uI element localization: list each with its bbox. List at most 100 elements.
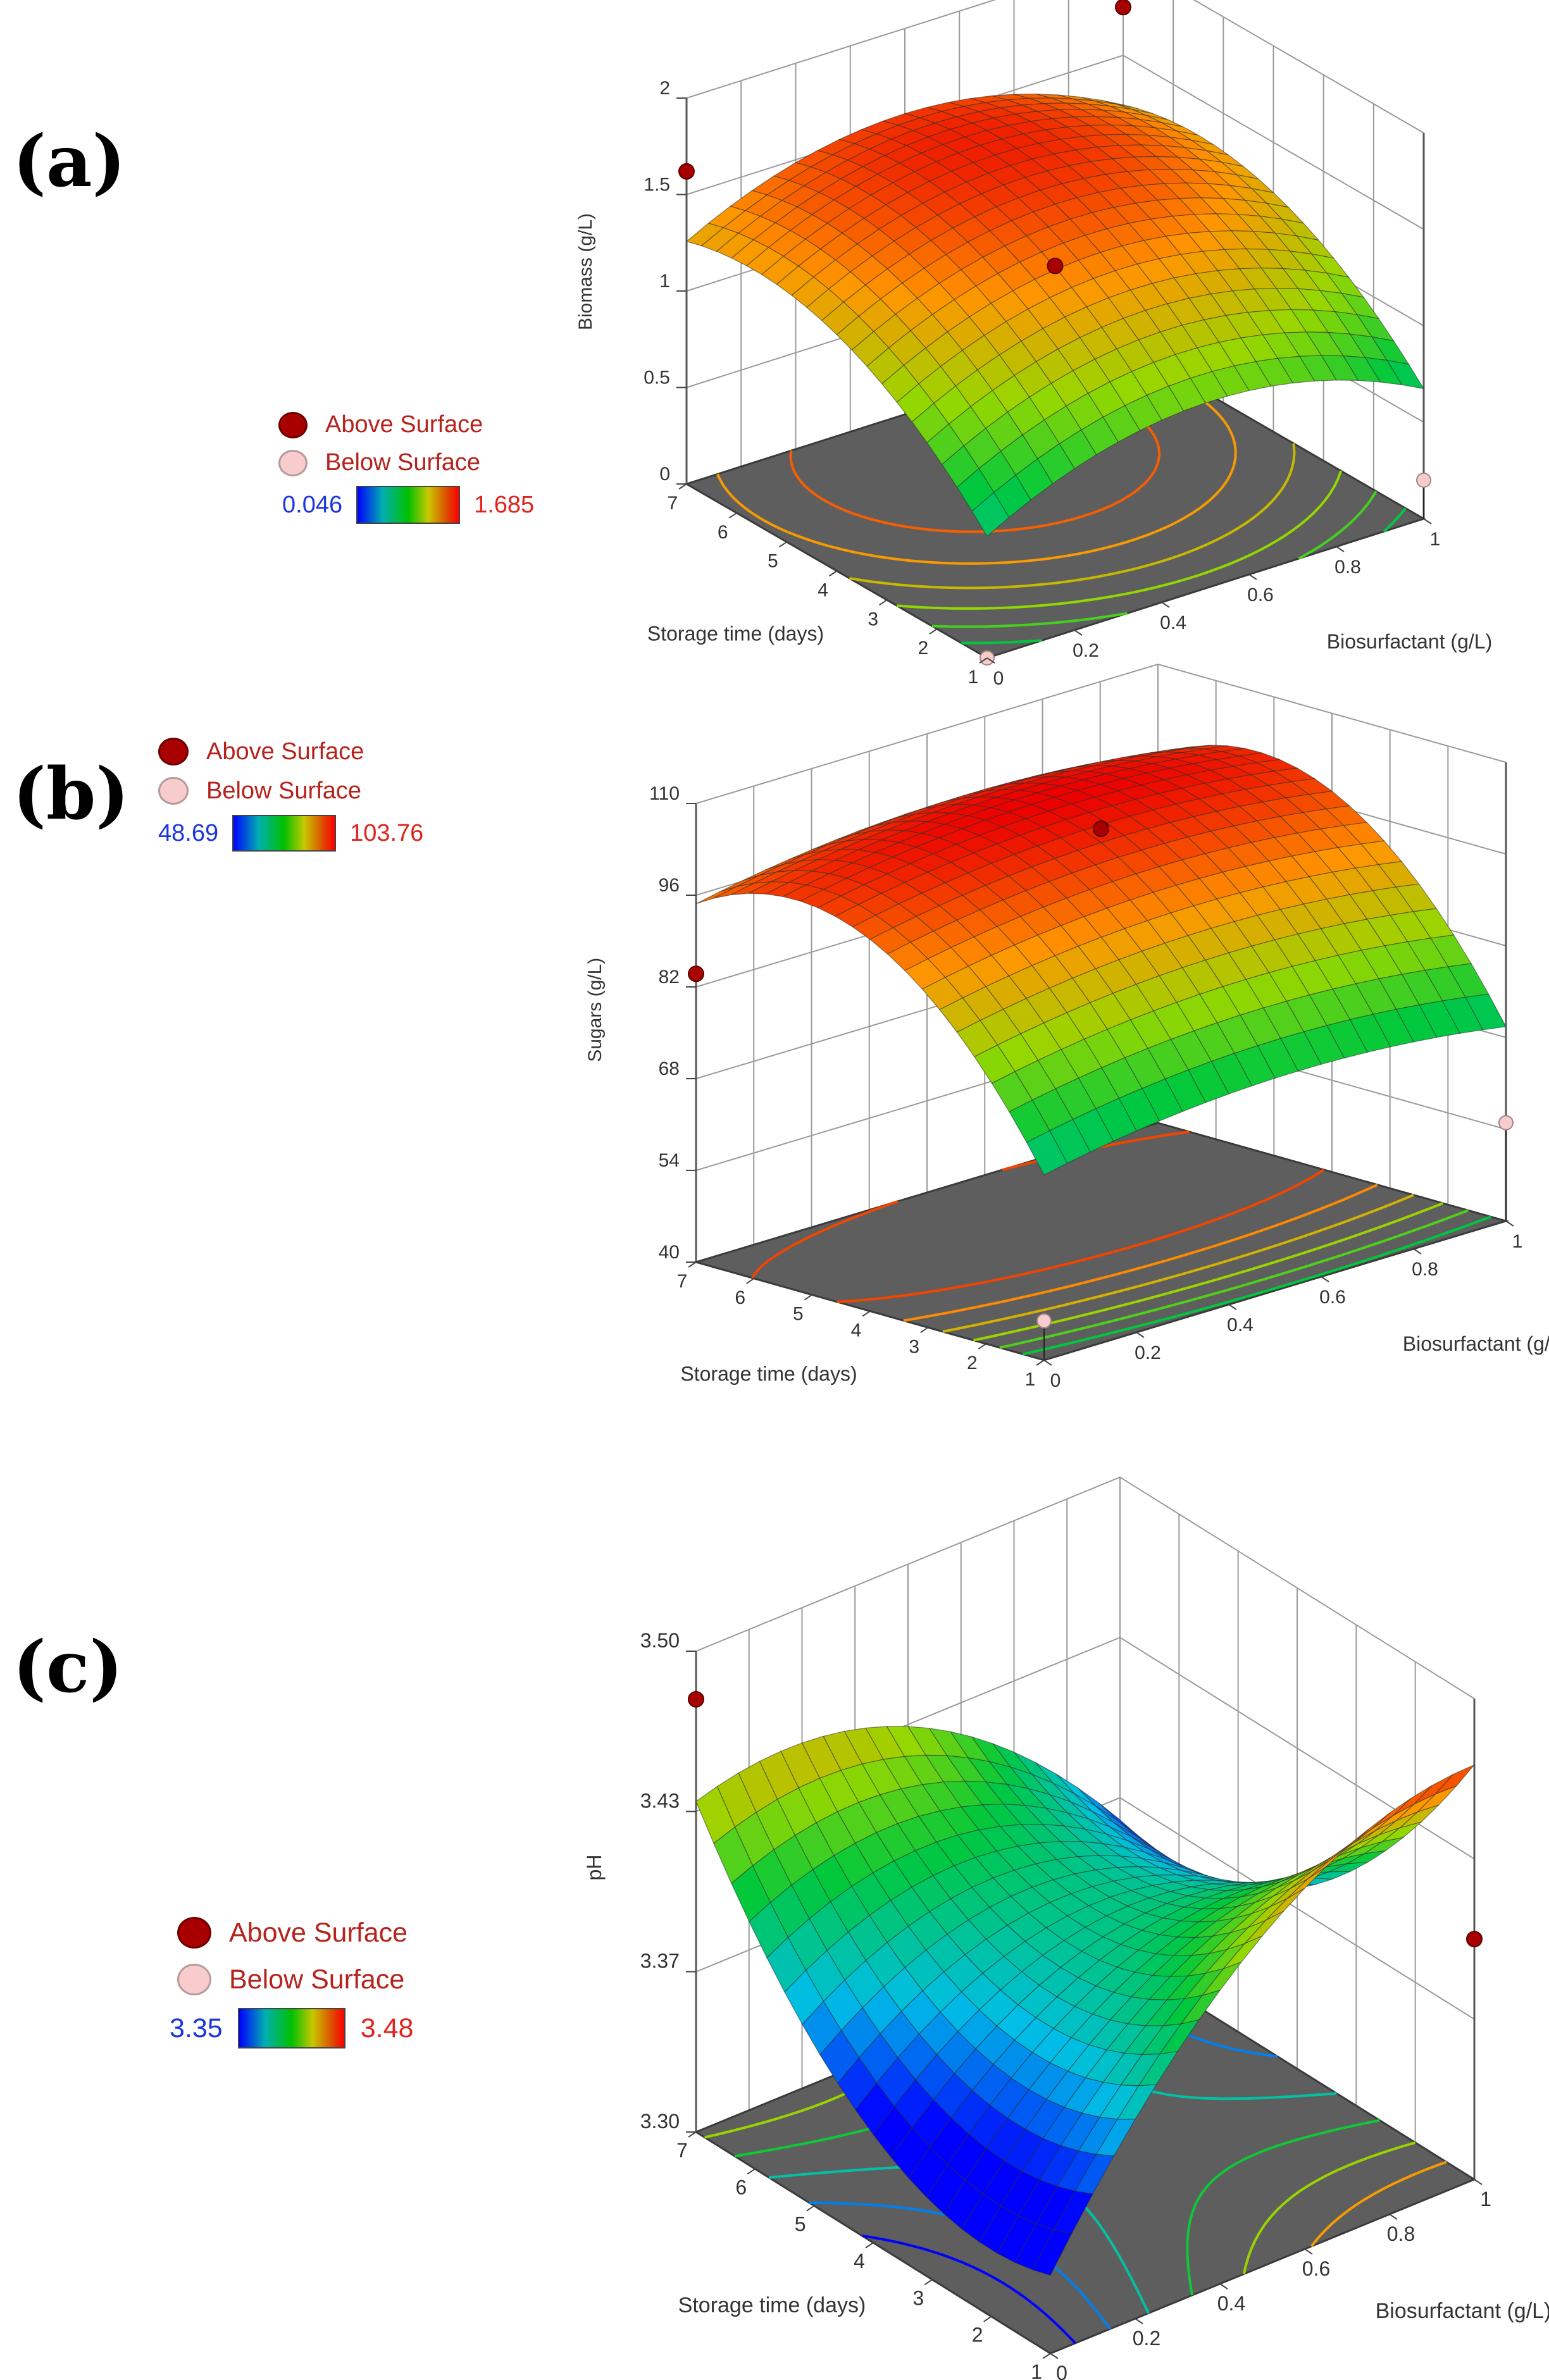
surface-cell [1032, 2229, 1073, 2276]
z-tick-label: 96 [659, 875, 680, 896]
y-tick-label: 2 [967, 1353, 978, 1373]
x-tick-label: 0.2 [1135, 1342, 1161, 1363]
grid-line [695, 663, 1507, 804]
legend-below-a: Below Surface [278, 449, 480, 476]
x-tick-mark [1135, 2318, 1143, 2324]
x-tick-label: 0 [1056, 2362, 1067, 2380]
y-tick-label: 1 [1025, 1369, 1036, 1390]
y-axis-title: Storage time (days) [680, 1363, 857, 1385]
z-axis-title: pH [583, 1855, 606, 1881]
surface-cell [1026, 1130, 1068, 1175]
axes: 0 0.5 1 1.5 2 0 0.2 0.4 0.6 0.8 1 1 2 3 4 5 6 7 Biosurfact… [575, 78, 1492, 689]
y-tick-label: 5 [795, 2213, 806, 2236]
contour-line [999, 1209, 1469, 1349]
design-point-above [678, 163, 695, 180]
design-points-above [678, 0, 1131, 275]
y-tick-mark [747, 2168, 756, 2175]
below-surface-dot-icon [278, 449, 308, 476]
x-tick-label: 1 [1512, 1231, 1523, 1252]
panel-b: (b) Above Surface Below Surface 48.69 10… [0, 663, 1549, 1493]
panel-c: (c) Above Surface Below Surface 3.35 3.4… [0, 1476, 1549, 2380]
legend-below-b: Below Surface [158, 777, 361, 805]
y-tick-label: 5 [768, 551, 778, 572]
design-point-below [1498, 1115, 1514, 1131]
legend-above-c: Above Surface [177, 1917, 407, 1949]
design-point-above [688, 965, 704, 982]
color-range-c: 3.35 3.48 [170, 2008, 413, 2048]
x-tick-label: 0.6 [1302, 2257, 1330, 2280]
y-tick-label: 6 [735, 1287, 745, 1308]
z-tick-label: 40 [659, 1242, 680, 1263]
x-tick-label: 0.2 [1073, 640, 1099, 661]
response-surface [695, 745, 1507, 1175]
color-range-b: 48.69 103.76 [158, 815, 423, 852]
y-tick-mark [1036, 1360, 1045, 1366]
response-surface [685, 93, 1425, 537]
surface-cell [1435, 1764, 1475, 1795]
color-range-min: 48.69 [158, 819, 219, 846]
contour-line [903, 1183, 1378, 1322]
y-tick-mark [879, 599, 888, 606]
x-tick-label: 0.2 [1133, 2327, 1160, 2350]
z-tick-label: 3.30 [640, 2110, 680, 2133]
x-tick-mark [1474, 2179, 1483, 2185]
y-tick-mark [865, 2242, 874, 2248]
above-surface-dot-icon [177, 1917, 211, 1949]
z-tick-label: 0.5 [644, 368, 670, 388]
legend-below-label: Below Surface [229, 1964, 405, 1995]
z-tick-label: 1.5 [644, 175, 670, 195]
design-point-above [1115, 0, 1131, 16]
surface-plot-ph: 3.30 3.37 3.43 3.50 0 0.2 0.4 0.6 0.8 1 1 2 3 4 5 6 7 Bio… [583, 1476, 1549, 2380]
color-range-a: 0.046 1.685 [282, 486, 534, 524]
y-tick-mark [924, 2279, 933, 2286]
contour-line [931, 490, 1378, 628]
x-tick-mark [1389, 2214, 1398, 2220]
z-tick-label: 82 [659, 967, 680, 988]
below-surface-dot-icon [158, 777, 189, 805]
contour-line [961, 507, 1407, 645]
legend-a: Above Surface Below Surface 0.046 1.685 [278, 411, 569, 525]
y-tick-label: 6 [735, 2176, 747, 2198]
contour-line [862, 2234, 1076, 2345]
x-tick-mark [1321, 1276, 1329, 1282]
x-tick-label: 1 [1480, 2188, 1491, 2210]
x-axis-title: Biosurfactant (g/L) [1327, 630, 1492, 653]
contour-line [942, 1194, 1414, 1333]
legend-below-label: Below Surface [325, 449, 481, 476]
y-tick-label: 3 [912, 2286, 924, 2309]
x-tick-label: 0.8 [1387, 2222, 1415, 2245]
contour-line [1023, 1215, 1491, 1356]
x-tick-label: 0.4 [1160, 612, 1186, 633]
x-tick-mark [1505, 1220, 1514, 1227]
y-tick-label: 2 [972, 2324, 983, 2346]
y-tick-label: 7 [677, 1271, 688, 1292]
z-axis-title: Biomass (g/L) [575, 213, 596, 330]
x-tick-mark [1228, 1304, 1237, 1310]
z-tick-label: 1 [659, 271, 670, 292]
contour-line [973, 1202, 1444, 1342]
y-tick-mark [978, 1343, 986, 1349]
x-tick-mark [1161, 602, 1170, 608]
y-tick-label: 7 [668, 493, 678, 514]
y-tick-mark [804, 1294, 812, 1301]
z-axis-title: Sugars (g/L) [585, 958, 606, 1062]
panel-a: (a) Above Surface Below Surface 0.046 1.… [0, 0, 1549, 715]
grid-line [686, 0, 1424, 133]
z-tick-label: 54 [659, 1150, 680, 1171]
x-tick-mark [1413, 1248, 1422, 1255]
x-tick-mark [1304, 2248, 1313, 2255]
design-point-above [1093, 821, 1109, 837]
x-axis-title: Biosurfactant (g/L) [1403, 1332, 1549, 1355]
x-tick-mark [1136, 1332, 1145, 1338]
z-tick-label: 3.37 [640, 1950, 680, 1973]
color-range-min: 0.046 [282, 491, 343, 518]
legend-above-b: Above Surface [158, 738, 364, 765]
x-tick-label: 0.4 [1227, 1315, 1254, 1336]
z-tick-label: 3.43 [640, 1789, 680, 1812]
y-tick-label: 1 [968, 667, 979, 688]
design-points-above [688, 1691, 1483, 1947]
legend-above-label: Above Surface [229, 1917, 408, 1948]
x-axis-title: Biosurfactant (g/L) [1376, 2299, 1549, 2323]
y-tick-mark [728, 512, 737, 519]
color-gradient-bar [356, 486, 461, 524]
